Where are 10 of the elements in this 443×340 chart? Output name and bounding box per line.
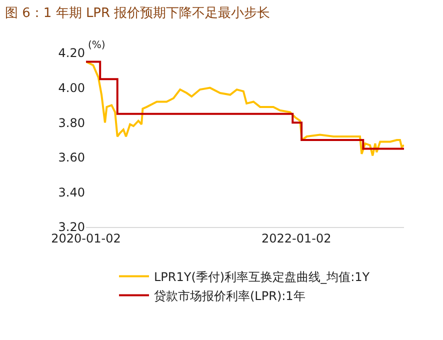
y-axis-title: (%)	[88, 40, 106, 51]
y-tick-label: 3.40	[58, 185, 85, 200]
y-tick-label: 3.60	[58, 150, 85, 165]
y-tick-label: 4.20	[58, 46, 85, 60]
y-tick-label: 4.00	[58, 81, 85, 95]
x-tick-label: 2022-01-02	[261, 231, 332, 246]
legend-label: LPR1Y(季付)利率互换定盘曲线_均值:1Y	[154, 270, 370, 284]
chart-title: 图 6：1 年期 LPR 报价预期下降不足最小步长	[5, 6, 270, 21]
y-tick-label: 3.80	[58, 116, 85, 130]
legend-label: 贷款市场报价利率(LPR):1年	[154, 288, 306, 303]
